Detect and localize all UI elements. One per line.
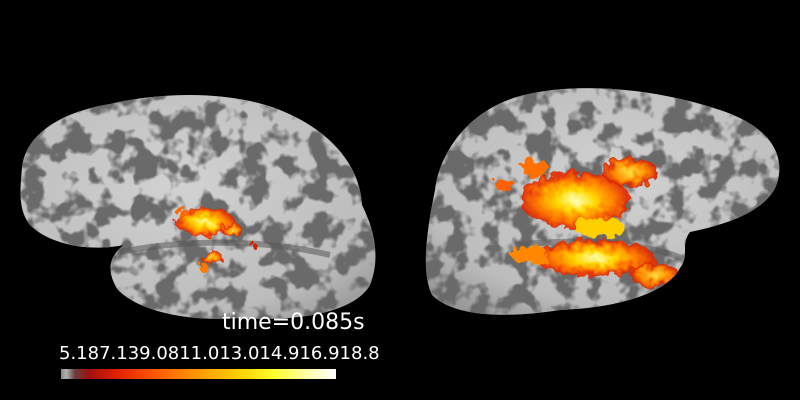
- colorbar-tick-labels: 5.187.139.0811.013.014.916.918.8: [59, 343, 380, 364]
- left-hemisphere: [20, 94, 376, 319]
- left-activation: [175, 207, 256, 272]
- colorbar: [61, 369, 336, 379]
- right-activation: [495, 158, 680, 287]
- time-label: time=0.085s: [222, 310, 365, 335]
